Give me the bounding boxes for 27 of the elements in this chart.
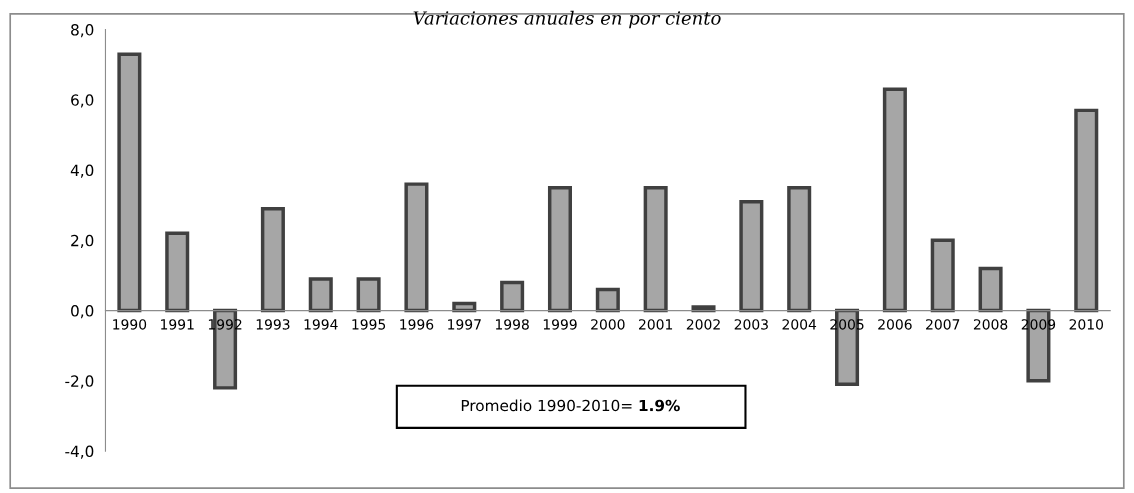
x-tick-label: 1991 — [161, 319, 194, 330]
y-tick-label: 6,0 — [71, 94, 94, 108]
y-tick-label: 0,0 — [71, 305, 94, 319]
x-tick-label: 1998 — [495, 319, 529, 330]
x-tick-label: 1993 — [256, 319, 290, 330]
x-tick-label: 1994 — [304, 319, 338, 330]
x-tick-label: 1999 — [543, 319, 577, 330]
y-tick-label: 4,0 — [70, 164, 94, 178]
chart-title: Variaciones anuales en por ciento — [413, 10, 721, 29]
y-tick-label: -2,0 — [65, 375, 94, 389]
y-tick-label: 8,0 — [71, 24, 94, 38]
x-tick-label: 1995 — [352, 319, 386, 330]
y-tick-label: -4,0 — [65, 445, 94, 459]
x-tick-label: 2006 — [878, 319, 912, 330]
x-tick-label: 2001 — [639, 319, 673, 330]
x-tick-label: 1990 — [113, 319, 147, 330]
x-tick-label: 2003 — [734, 319, 768, 330]
y-tick-label: 2,0 — [71, 234, 94, 248]
x-tick-label: 2000 — [591, 319, 625, 330]
x-tick-label: 1997 — [448, 319, 481, 330]
x-tick-label: 2002 — [686, 319, 720, 330]
x-tick-label: 2007 — [926, 319, 960, 330]
x-tick-label: 2008 — [973, 319, 1008, 330]
x-tick-label: 2010 — [1069, 319, 1104, 330]
annotation: Promedio 1990-2010= 1.9% — [461, 399, 680, 412]
x-tick-label: 1996 — [400, 319, 434, 330]
x-tick-label: 2004 — [782, 319, 817, 330]
